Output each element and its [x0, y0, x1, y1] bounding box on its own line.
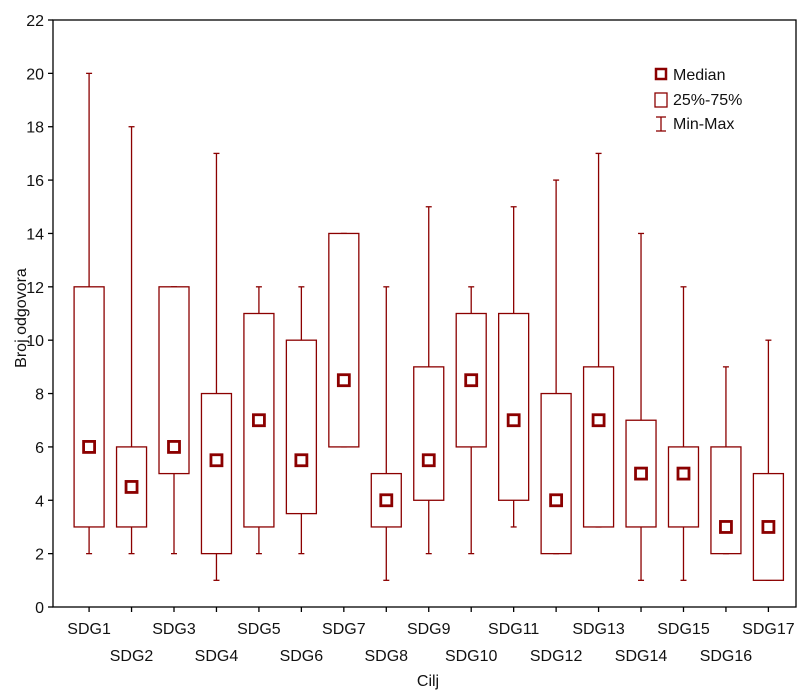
box-sdg11 — [498, 206, 530, 528]
iqr-box — [710, 446, 742, 555]
legend-box-label: 25%-75% — [673, 92, 742, 109]
median-marker — [506, 413, 521, 428]
median-marker — [634, 466, 648, 481]
y-tick-label: 12 — [26, 280, 44, 297]
y-axis-title: Broj odgovora — [13, 268, 30, 368]
legend: Median 25%-75% Min-Max — [654, 67, 742, 133]
box-sdg10 — [455, 286, 487, 555]
x-tick-label: SDG11 — [488, 621, 539, 638]
iqr-box — [667, 446, 700, 528]
box-sdg12 — [540, 179, 572, 555]
box-sdg16 — [710, 366, 742, 555]
plot-frame — [52, 19, 797, 608]
median-marker — [464, 373, 479, 388]
box-sdg6 — [285, 286, 318, 555]
plot-border — [52, 19, 797, 608]
x-tick-label: SDG6 — [280, 648, 324, 665]
y-axis: 0 2 4 6 8 10 12 14 16 18 20 22 — [26, 13, 53, 617]
y-tick-label: 18 — [26, 120, 44, 137]
y-tick-label: 22 — [26, 13, 44, 30]
x-tick-label: SDG13 — [572, 621, 625, 638]
x-tick-label: SDG7 — [322, 621, 366, 638]
iqr-box — [200, 392, 233, 555]
iqr-box — [285, 339, 318, 515]
x-tick-label: SDG5 — [237, 621, 281, 638]
median-marker — [591, 413, 606, 428]
iqr-box — [540, 392, 572, 555]
y-tick-label: 4 — [35, 493, 44, 510]
median-marker — [294, 453, 309, 468]
x-tick-label: SDG8 — [364, 648, 408, 665]
box-sdg5 — [243, 286, 275, 555]
median-marker — [761, 520, 776, 534]
x-tick-label: SDG14 — [615, 648, 668, 665]
x-tick-label: SDG1 — [67, 621, 111, 638]
box-sdg2 — [115, 126, 148, 555]
x-axis: SDG1 SDG2 SDG3 SDG4 SDG5 SDG6 SDG7 SDG8 SDG9 SDG1… — [67, 607, 795, 665]
y-tick-label: 20 — [26, 66, 44, 83]
median-marker — [549, 493, 564, 508]
median-marker — [209, 453, 224, 468]
median-marker — [336, 373, 351, 388]
y-tick-label: 16 — [26, 173, 44, 190]
legend-median-label: Median — [673, 67, 725, 84]
x-tick-label: SDG2 — [110, 648, 154, 665]
x-tick-label: SDG16 — [700, 648, 753, 665]
x-tick-label: SDG10 — [445, 648, 498, 665]
x-tick-label: SDG4 — [195, 648, 239, 665]
y-tick-label: 14 — [26, 226, 44, 243]
box-sdg15 — [667, 286, 700, 581]
median-marker — [719, 520, 733, 534]
box-series — [73, 72, 785, 581]
y-tick-label: 8 — [35, 387, 44, 404]
legend-whisker-label: Min-Max — [673, 116, 734, 133]
legend-whisker-icon — [656, 116, 666, 132]
median-marker — [379, 493, 394, 508]
y-tick-label: 10 — [26, 333, 44, 350]
median-marker — [676, 466, 691, 481]
box-sdg9 — [413, 206, 445, 555]
x-tick-label: SDG9 — [407, 621, 451, 638]
median-marker — [82, 440, 96, 454]
y-tick-label: 2 — [35, 547, 44, 564]
iqr-box — [582, 366, 615, 528]
box-sdg1 — [73, 72, 105, 555]
box-sdg4 — [200, 152, 233, 581]
iqr-box — [498, 312, 530, 501]
x-tick-label: SDG12 — [530, 648, 583, 665]
x-tick-label: SDG3 — [152, 621, 196, 638]
median-marker — [124, 480, 139, 494]
iqr-box — [158, 286, 190, 475]
y-tick-label: 0 — [35, 600, 44, 617]
box-sdg3 — [158, 286, 190, 555]
box-sdg7 — [328, 232, 360, 448]
x-tick-label: SDG15 — [657, 621, 710, 638]
y-tick-label: 6 — [35, 440, 44, 457]
legend-median-icon — [654, 67, 668, 81]
median-marker — [421, 453, 436, 468]
box-sdg14 — [625, 232, 657, 581]
box-sdg13 — [582, 152, 615, 528]
x-tick-label: SDG17 — [742, 621, 795, 638]
x-axis-title: Cilj — [417, 673, 439, 690]
median-marker — [167, 440, 181, 454]
iqr-box — [413, 366, 445, 501]
median-marker — [252, 413, 266, 428]
iqr-box — [73, 286, 105, 528]
legend-box-icon — [654, 92, 668, 108]
iqr-box — [328, 232, 360, 448]
box-sdg8 — [370, 286, 402, 581]
box-sdg17 — [752, 339, 785, 581]
